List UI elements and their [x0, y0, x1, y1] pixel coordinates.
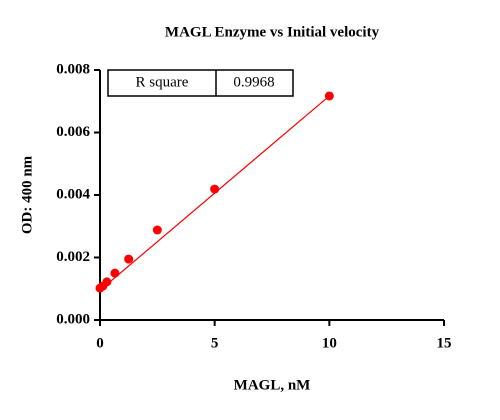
- y-tick-label: 0.004: [56, 186, 90, 202]
- x-tick-label: 5: [211, 335, 219, 351]
- x-tick-label: 0: [96, 335, 104, 351]
- stats-table: [107, 69, 294, 97]
- x-axis-label: MAGL, nM: [234, 377, 311, 393]
- data-point: [210, 184, 220, 194]
- x-tick-label: 10: [322, 335, 337, 351]
- data-point: [124, 254, 134, 264]
- data-point: [102, 277, 112, 287]
- chart-title: MAGL Enzyme vs Initial velocity: [165, 24, 380, 40]
- y-tick-label: 0.002: [56, 249, 90, 265]
- y-tick-label: 0.008: [56, 61, 90, 77]
- y-tick-label: 0.000: [56, 311, 90, 327]
- y-tick-label: 0.006: [56, 124, 90, 140]
- data-point: [324, 91, 334, 101]
- data-point: [110, 268, 120, 278]
- data-point: [152, 225, 162, 235]
- stats-value: 0.9968: [233, 74, 274, 90]
- x-tick-label: 15: [437, 335, 452, 351]
- y-axis-label: OD: 400 nm: [19, 155, 35, 234]
- stats-label: R square: [136, 74, 189, 90]
